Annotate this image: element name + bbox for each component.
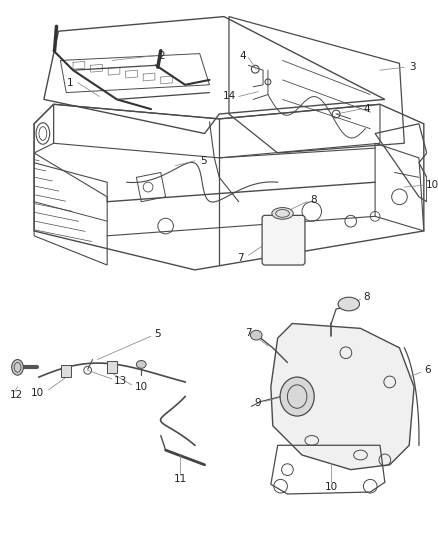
Polygon shape [271, 324, 414, 470]
Text: 4: 4 [240, 51, 247, 61]
Text: 2: 2 [158, 51, 164, 61]
Ellipse shape [12, 360, 23, 375]
Text: 10: 10 [31, 387, 44, 398]
Text: 1: 1 [67, 78, 73, 88]
Text: 13: 13 [114, 376, 127, 386]
Text: 5: 5 [154, 329, 161, 339]
Text: 10: 10 [426, 180, 438, 190]
Text: 9: 9 [254, 398, 261, 408]
Text: 8: 8 [310, 195, 316, 205]
Ellipse shape [338, 297, 360, 311]
Text: 10: 10 [325, 482, 338, 492]
Text: 4: 4 [364, 104, 370, 114]
Text: 11: 11 [173, 474, 187, 484]
Text: 14: 14 [223, 92, 236, 101]
Ellipse shape [251, 330, 262, 340]
Text: 8: 8 [364, 292, 370, 302]
Text: 12: 12 [10, 390, 23, 400]
Bar [61, 366, 71, 377]
Ellipse shape [272, 207, 293, 219]
Bar [107, 361, 117, 373]
FancyBboxPatch shape [262, 215, 305, 265]
Text: 7: 7 [245, 328, 251, 338]
Text: 5: 5 [200, 156, 206, 166]
Text: 3: 3 [409, 62, 416, 72]
Text: 6: 6 [424, 365, 431, 375]
Text: 10: 10 [134, 382, 148, 392]
Ellipse shape [136, 360, 146, 368]
Ellipse shape [280, 377, 314, 416]
Text: 7: 7 [237, 253, 244, 263]
